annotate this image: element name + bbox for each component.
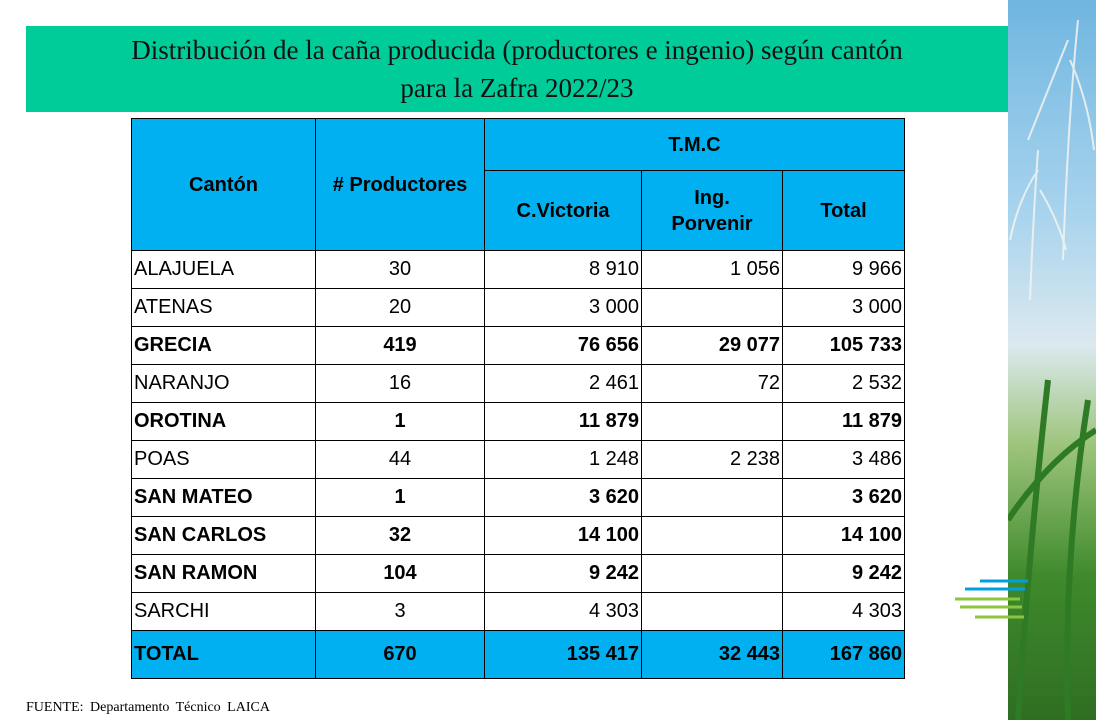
header-cell: Cantón — [131, 118, 316, 251]
header-cell: T.M.C — [483, 118, 906, 171]
table-cell: 20 — [315, 288, 485, 327]
table-cell: 167 860 — [781, 630, 906, 679]
title-line: para la Zafra 2022/23 — [400, 73, 634, 103]
table-cell — [641, 516, 783, 555]
table-cell: 670 — [315, 630, 485, 679]
table-row: SAN CARLOS 32 14 100 14 100 — [131, 516, 906, 555]
table-cell: OROTINA — [131, 402, 316, 441]
source-note: FUENTE: Departamento Técnico LAICA — [26, 700, 270, 715]
table-cell: 1 — [315, 402, 485, 441]
table-row: ALAJUELA 30 8 910 1 056 9 966 — [131, 250, 906, 289]
table-cell: 1 248 — [484, 440, 642, 479]
table-cell: 11 879 — [484, 402, 642, 441]
sugarcane-drawing — [1005, 19, 1096, 721]
table-cell: 3 — [315, 592, 485, 631]
table-cell: GRECIA — [131, 326, 316, 365]
table-cell: SAN CARLOS — [131, 516, 316, 555]
table-row: SAN RAMON 104 9 242 9 242 — [131, 554, 906, 593]
table-cell: 2 238 — [641, 440, 783, 479]
table-cell: 3 620 — [484, 478, 642, 517]
production-table: Cantón # Productores T.M.C C.Victoria In… — [131, 118, 906, 679]
table-cell: POAS — [131, 440, 316, 479]
table-cell — [641, 402, 783, 441]
table-cell: 3 620 — [781, 478, 906, 517]
table-cell: SARCHI — [131, 592, 316, 631]
sugarcane-image — [1005, 0, 1096, 721]
table-cell: 1 056 — [641, 250, 783, 289]
table-cell: 2 532 — [781, 364, 906, 403]
table-cell: 419 — [315, 326, 485, 365]
slide-title: Distribución de la caña producida (produ… — [26, 26, 1008, 112]
table-cell: SAN RAMON — [131, 554, 316, 593]
table-cell: 3 486 — [781, 440, 906, 479]
table-cell: 30 — [315, 250, 485, 289]
table-cell: ALAJUELA — [131, 250, 316, 289]
table-cell: 16 — [315, 364, 485, 403]
table-cell: SAN MATEO — [131, 478, 316, 517]
table-cell: 1 — [315, 478, 485, 517]
table-cell: 76 656 — [484, 326, 642, 365]
table-cell: 105 733 — [781, 326, 906, 365]
table-row: GRECIA 419 76 656 29 077 105 733 — [131, 326, 906, 365]
table-cell: 32 — [315, 516, 485, 555]
header-cell: # Productores — [315, 118, 485, 251]
decoration-lines — [955, 579, 1028, 619]
table-cell: 4 303 — [781, 592, 906, 631]
table-cell: 2 461 — [484, 364, 642, 403]
table-cell: 3 000 — [484, 288, 642, 327]
table-row: TOTAL 670 135 417 32 443 167 860 — [131, 630, 906, 679]
table-cell: 3 000 — [781, 288, 906, 327]
table-cell: 44 — [315, 440, 485, 479]
title-line: Distribución de la caña producida (produ… — [131, 35, 903, 65]
table-body: ALAJUELA 30 8 910 1 056 9 966 ATENAS 20 3 000 3 … — [131, 250, 906, 679]
table-cell: 14 100 — [484, 516, 642, 555]
table-cell: 11 879 — [781, 402, 906, 441]
header-cell: Total — [781, 170, 906, 251]
table-cell: 135 417 — [484, 630, 642, 679]
table-cell: NARANJO — [131, 364, 316, 403]
table-cell — [641, 288, 783, 327]
table-cell: 32 443 — [641, 630, 783, 679]
table-row: ATENAS 20 3 000 3 000 — [131, 288, 906, 327]
table-cell — [641, 554, 783, 593]
header-cell: C.Victoria — [484, 170, 642, 251]
table-cell — [641, 592, 783, 631]
table-cell: 9 242 — [781, 554, 906, 593]
table-row: SARCHI 3 4 303 4 303 — [131, 592, 906, 631]
table-cell: 29 077 — [641, 326, 783, 365]
table-cell: 104 — [315, 554, 485, 593]
table-cell: ATENAS — [131, 288, 316, 327]
table-cell: 14 100 — [781, 516, 906, 555]
table-cell: 4 303 — [484, 592, 642, 631]
table-cell — [641, 478, 783, 517]
table-cell: 72 — [641, 364, 783, 403]
table-cell: 8 910 — [484, 250, 642, 289]
table-row: SAN MATEO 1 3 620 3 620 — [131, 478, 906, 517]
table-cell: 9 966 — [781, 250, 906, 289]
table-row: NARANJO 16 2 461 72 2 532 — [131, 364, 906, 403]
header-cell: Ing. Porvenir — [641, 170, 783, 251]
table-cell: TOTAL — [131, 630, 316, 679]
table-row: POAS 44 1 248 2 238 3 486 — [131, 440, 906, 479]
table-row: OROTINA 1 11 879 11 879 — [131, 402, 906, 441]
table-cell: 9 242 — [484, 554, 642, 593]
